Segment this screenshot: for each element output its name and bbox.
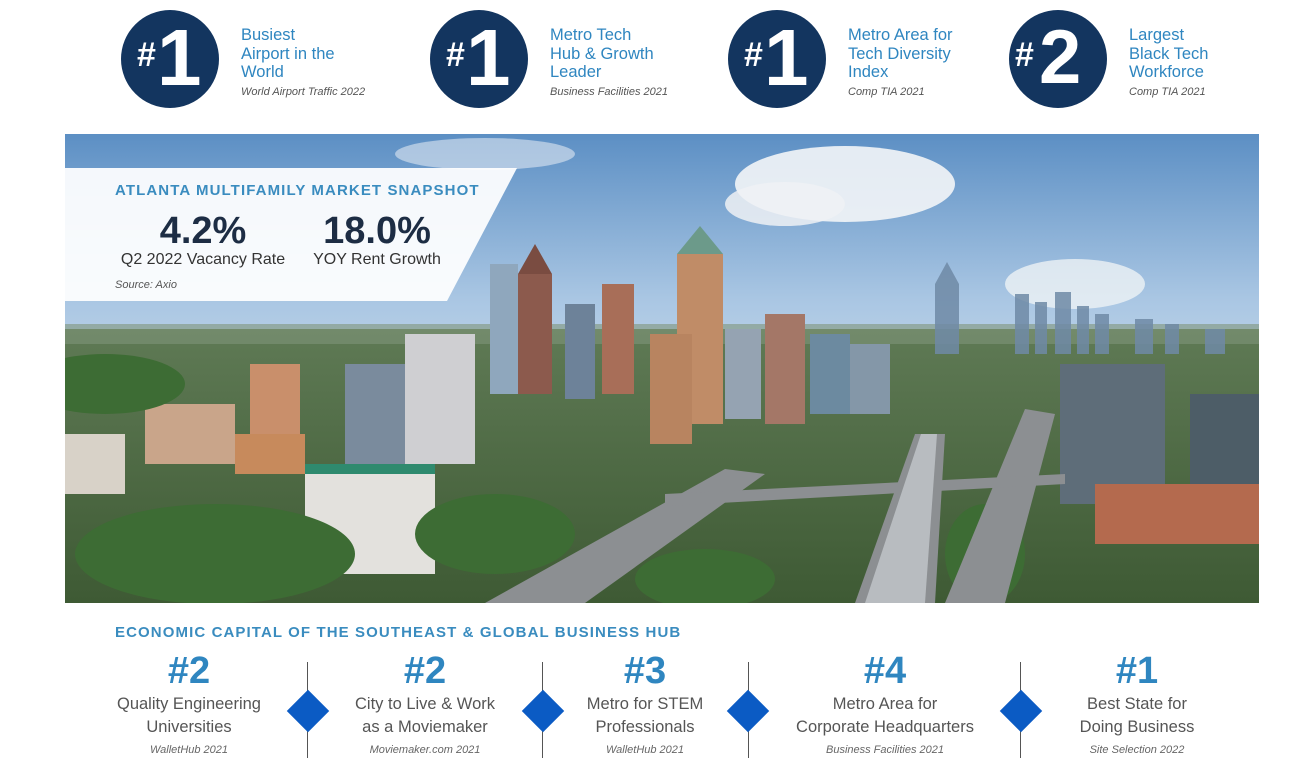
- rank-number: 1: [764, 13, 809, 102]
- rank-badge: # 2: [1009, 10, 1107, 108]
- ranking-source: Business Facilities 2021: [550, 85, 669, 98]
- ranking-title: Busiest Airport in the World: [241, 26, 335, 81]
- ranking-source: World Airport Traffic 2022: [241, 85, 366, 98]
- ranking-best-state-business: #1 Best State for Doing Business Site Se…: [1064, 650, 1210, 756]
- ranking-source: Site Selection 2022: [1089, 744, 1185, 756]
- stat-label: YOY Rent Growth: [313, 251, 441, 268]
- ranking-title: Largest Black Tech Workforce: [1129, 26, 1209, 81]
- ranking-title: City to Live & Work as a Moviemaker: [355, 695, 495, 736]
- snapshot-panel-background: [65, 168, 517, 301]
- snapshot-title: ATLANTA MULTIFAMILY MARKET SNAPSHOT: [115, 182, 480, 199]
- stat-value: 4.2%: [159, 210, 247, 252]
- ranking-title: Metro Area for Tech Diversity Index: [848, 26, 953, 81]
- section-heading: ECONOMIC CAPITAL OF THE SOUTHEAST & GLOB…: [115, 624, 682, 641]
- vacancy-rate-stat: 4.2% Q2 2022 Vacancy Rate: [115, 210, 291, 269]
- stat-value: 18.0%: [323, 210, 431, 252]
- rank-badge: # 1: [728, 10, 826, 108]
- ranking-title: Metro Area for Corporate Headquarters: [796, 695, 974, 736]
- rank-number: 2: [1039, 15, 1082, 100]
- ranking-title: Metro Tech Hub & Growth Leader: [550, 26, 654, 81]
- ranking-stem-professionals: #3 Metro for STEM Professionals WalletHu…: [570, 650, 720, 756]
- rank-badge: # 1: [430, 10, 528, 108]
- rank-number: #4: [863, 650, 907, 692]
- rank-hash: #: [1015, 36, 1034, 74]
- rank-hash: #: [137, 36, 156, 74]
- diamond-separator: [286, 689, 330, 733]
- ranking-title: Quality Engineering Universities: [116, 695, 261, 736]
- rank-hash: #: [446, 36, 465, 74]
- ranking-corporate-headquarters: #4 Metro Area for Corporate Headquarters…: [780, 650, 990, 756]
- rank-number: #2: [167, 650, 211, 692]
- rank-number: 1: [157, 13, 202, 102]
- ranking-source: WalletHub 2021: [605, 744, 685, 756]
- rank-badge: # 1: [121, 10, 219, 108]
- rank-hash: #: [744, 36, 763, 74]
- ranking-source: Business Facilities 2021: [825, 744, 944, 756]
- diamond-separator: [726, 689, 770, 733]
- rank-number: 1: [466, 13, 511, 102]
- ranking-source: Comp TIA 2021: [1129, 85, 1206, 98]
- diamond-separator: [999, 689, 1043, 733]
- rank-number: #3: [623, 650, 667, 692]
- market-snapshot-panel: ATLANTA MULTIFAMILY MARKET SNAPSHOT 4.2%…: [65, 168, 517, 301]
- diamond-separator: [521, 689, 565, 733]
- rent-growth-stat: 18.0% YOY Rent Growth: [305, 210, 449, 269]
- ranking-title: Best State for Doing Business: [1079, 695, 1195, 736]
- ranking-source: Moviemaker.com 2021: [369, 744, 481, 756]
- ranking-engineering-universities: #2 Quality Engineering Universities Wall…: [104, 650, 274, 756]
- ranking-moviemaker: #2 City to Live & Work as a Moviemaker M…: [340, 650, 510, 756]
- rank-number: #2: [403, 650, 447, 692]
- rank-number: #1: [1115, 650, 1159, 692]
- ranking-title: Metro for STEM Professionals: [586, 695, 704, 736]
- ranking-source: WalletHub 2021: [149, 744, 229, 756]
- stat-label: Q2 2022 Vacancy Rate: [120, 251, 286, 268]
- ranking-source: Comp TIA 2021: [848, 85, 925, 98]
- snapshot-source: Source: Axio: [115, 279, 177, 291]
